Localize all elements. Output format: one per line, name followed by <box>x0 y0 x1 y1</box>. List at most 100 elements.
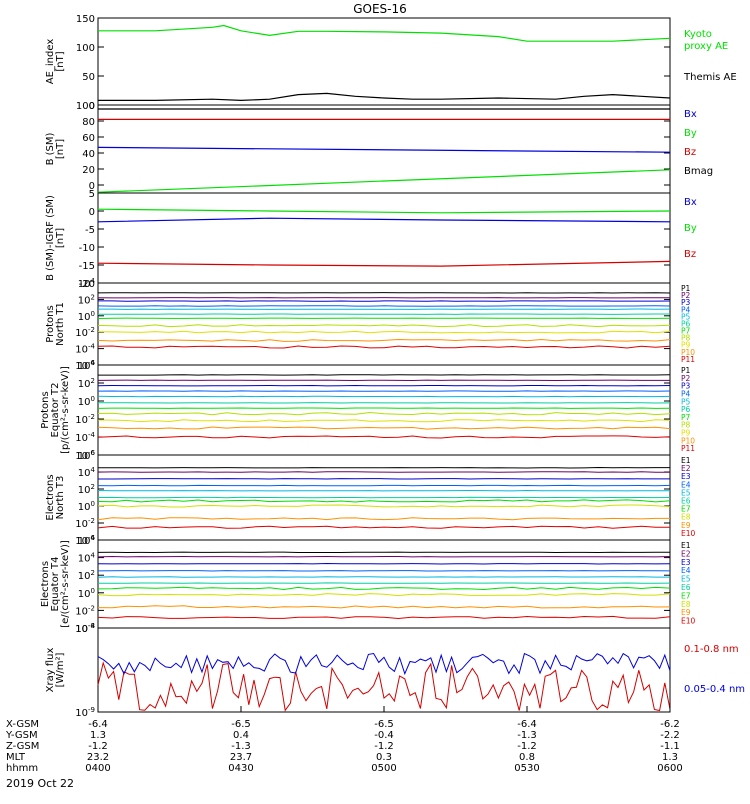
legend-item: By <box>684 128 697 139</box>
y-tick-label: 102 <box>78 293 95 306</box>
channel-line <box>98 346 670 348</box>
panel-frame <box>98 193 670 283</box>
legend-item: 0.05-0.4 nm <box>684 684 745 695</box>
channel-line <box>98 468 670 469</box>
y-tick-label: 102 <box>78 483 95 496</box>
channel-line <box>98 436 670 438</box>
panel-frame <box>98 18 670 105</box>
y-tick-label: 60 <box>82 133 95 144</box>
y-tick-label: 10-2 <box>75 326 95 339</box>
series-line <box>98 261 670 266</box>
y-tick-label: 100 <box>78 587 95 600</box>
legend-item: Bx <box>684 109 697 120</box>
y-tick-label: 50 <box>82 72 95 83</box>
x-row-label: X-GSM <box>6 719 39 730</box>
legend-e10: E10 <box>681 617 696 626</box>
x-row-label: Y-GSM <box>5 730 38 741</box>
channel-line <box>98 616 670 618</box>
y-tick-label: 102 <box>78 569 95 582</box>
x-table-cell: -6.4 <box>88 719 108 730</box>
channel-line <box>98 331 670 333</box>
channel-line <box>98 505 670 507</box>
channel-line <box>98 500 670 502</box>
x-table-cell: -6.2 <box>660 719 680 730</box>
legend-item: Bz <box>684 147 696 158</box>
y-axis-label: North T3 <box>55 476 66 520</box>
series-line <box>98 209 670 213</box>
x-table-cell: -2.2 <box>660 730 680 741</box>
legend-item: Themis AE <box>683 72 737 83</box>
x-table-cell: 0400 <box>85 763 110 774</box>
y-axis-label: [nT] <box>55 51 66 71</box>
y-tick-label: 10-2 <box>75 413 95 426</box>
y-tick-label: 10-2 <box>75 517 95 530</box>
y-tick-label: -10 <box>79 243 95 254</box>
x-table-cell: -6.5 <box>374 719 394 730</box>
x-table-cell: 0500 <box>371 763 396 774</box>
y-tick-label: 106 <box>78 449 96 462</box>
y-tick-label: 10-8 <box>75 622 95 635</box>
y-tick-label: 100 <box>76 43 95 54</box>
y-tick-label: 100 <box>78 395 95 408</box>
xray-short-line <box>98 654 670 674</box>
y-axis-label: [e/(cm²-s-sr-keV)] <box>60 540 71 628</box>
channel-line <box>98 518 670 520</box>
legend-e10: E10 <box>681 529 696 538</box>
y-tick-label: 100 <box>78 500 95 513</box>
legend-item: proxy AE <box>684 41 728 52</box>
x-table-cell: 0.4 <box>233 730 249 741</box>
x-table-cell: 0.8 <box>519 752 535 763</box>
x-table-cell: 23.2 <box>87 752 109 763</box>
x-table-cell: -1.3 <box>517 730 537 741</box>
x-table-cell: -1.2 <box>374 741 394 752</box>
y-tick-label: 40 <box>82 149 95 160</box>
legend-item: 0.1-0.8 nm <box>684 644 739 655</box>
y-tick-label: 10-2 <box>75 604 95 617</box>
channel-line <box>98 325 670 327</box>
x-table-cell: -0.4 <box>374 730 394 741</box>
xray-long-line <box>98 663 670 711</box>
channel-line <box>98 606 670 608</box>
x-table-cell: 1.3 <box>90 730 106 741</box>
x-table-cell: -1.2 <box>88 741 108 752</box>
x-table-cell: 0430 <box>228 763 253 774</box>
legend-item: Bz <box>684 249 696 260</box>
channel-line <box>98 413 670 415</box>
y-axis-label: [nT] <box>55 139 66 159</box>
x-table-cell: -6.5 <box>231 719 251 730</box>
legend-item: Kyoto <box>684 29 712 40</box>
y-axis-label: North T1 <box>55 302 66 346</box>
x-table-cell: 0600 <box>657 763 682 774</box>
series-line <box>98 26 670 42</box>
y-tick-label: 10-4 <box>75 343 95 356</box>
y-tick-label: 80 <box>82 117 95 128</box>
x-row-label: hhmm <box>6 763 38 774</box>
y-axis-label: [W/m²] <box>55 652 66 687</box>
y-tick-label: 104 <box>78 359 96 372</box>
y-tick-label: 106 <box>78 534 96 547</box>
channel-line <box>98 420 670 422</box>
series-line <box>98 93 670 100</box>
y-tick-label: 20 <box>82 165 95 176</box>
y-tick-label: -5 <box>85 225 95 236</box>
channel-line <box>98 577 670 578</box>
x-table-cell: -6.4 <box>517 719 537 730</box>
legend-item: Bmag <box>684 166 713 177</box>
series-line <box>98 170 670 192</box>
y-tick-label: 150 <box>76 14 95 25</box>
x-table-cell: 23.7 <box>230 752 252 763</box>
x-row-label: MLT <box>6 752 26 763</box>
panel-frame <box>98 540 670 628</box>
legend-p11: P11 <box>681 355 695 364</box>
channel-line <box>98 427 670 429</box>
chart-title: GOES-16 <box>353 2 407 16</box>
channel-line <box>98 587 670 589</box>
